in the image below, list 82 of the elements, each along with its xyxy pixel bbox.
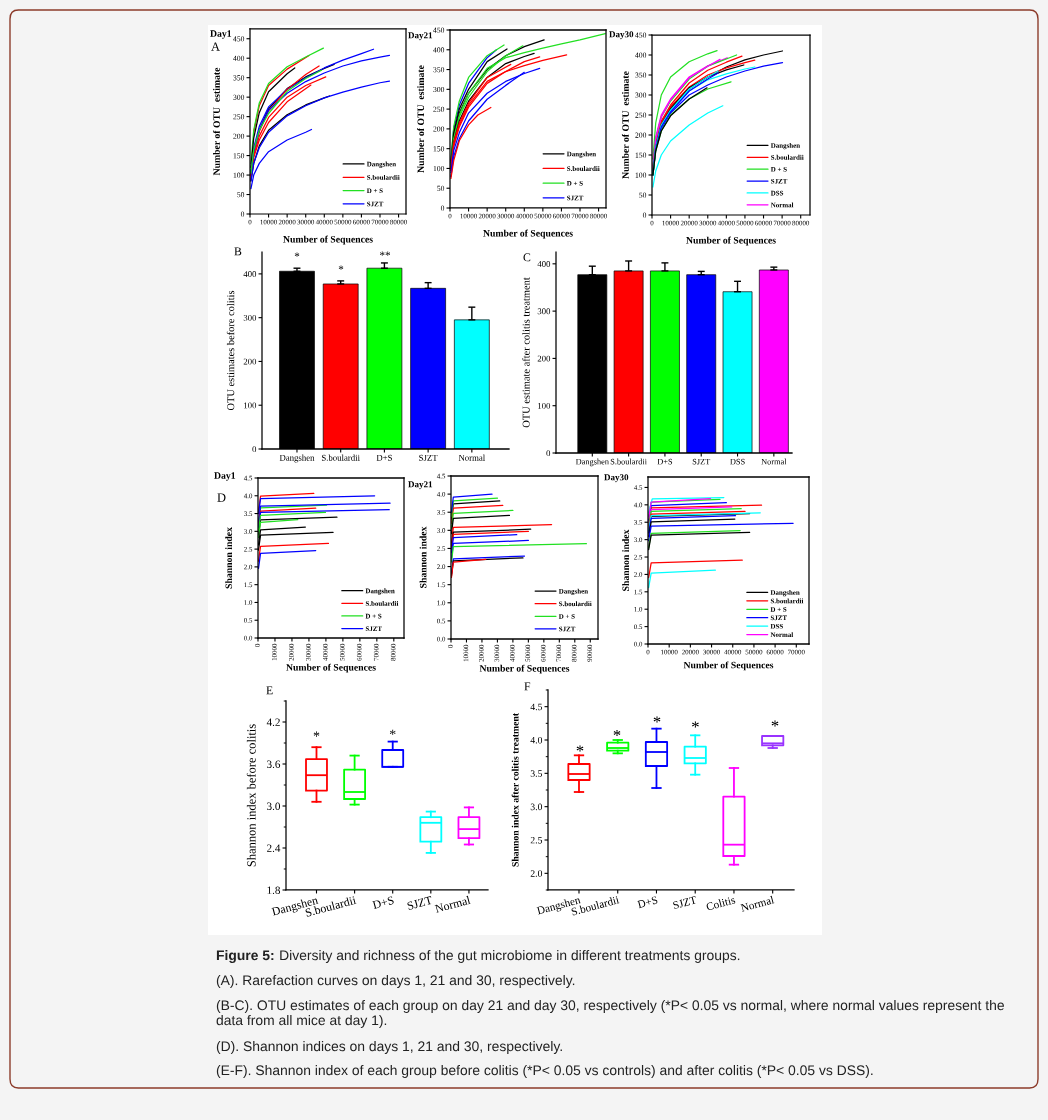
x-axis-title: Number of Sequences: [686, 236, 776, 246]
x-tick-label: D+S: [372, 896, 395, 910]
x-tick-label: S.boulardii: [321, 454, 360, 461]
y-tick-label: 2.4: [267, 844, 281, 853]
x-axis-title: Number of Sequences: [483, 229, 573, 239]
x-tick-label: D+S: [657, 458, 673, 465]
x-tick-label: Normal: [740, 895, 775, 912]
chart-title: Day30: [604, 474, 629, 483]
text: F: [524, 682, 531, 691]
x-axis-title: Number of Sequences: [283, 235, 373, 245]
x-tick-label: SJZT: [406, 895, 433, 910]
chart-title: Day1: [214, 472, 236, 481]
y-tick-label: 3.0: [530, 803, 543, 811]
text: Day21: [408, 481, 433, 490]
annotation: *: [613, 729, 621, 737]
x-axis-title: Number of Sequences: [286, 663, 376, 673]
y-tick-label: 2.0: [530, 870, 543, 877]
text: D: [217, 493, 226, 502]
text: (A). Rarefaction curves on days 1, 21 and 30, respectively.: [216, 975, 575, 988]
y-tick-label: 4.5: [530, 703, 543, 711]
annotation: *: [576, 745, 584, 752]
x-tick-label: SJZT: [672, 895, 698, 910]
y-tick-label: 3.0: [267, 802, 281, 811]
y-axis-title: Shannon index: [225, 527, 233, 589]
text: B: [234, 247, 242, 256]
text: Figure 5:: [216, 950, 274, 964]
y-axis-title: Shannon index: [419, 526, 427, 588]
text: Diversity and richness of the gut microbiome in different treatments groups.: [280, 950, 740, 963]
y-axis-title: Number of OTU estimate: [417, 65, 425, 173]
x-axis-title: Number of Sequences: [479, 664, 570, 674]
annotation: *: [692, 721, 699, 728]
y-tick-label: 300: [537, 308, 551, 315]
x-tick-label: Normal: [458, 454, 486, 461]
y-tick-label: 100: [538, 402, 551, 409]
y-axis-title: Number of OTU estimate: [212, 67, 220, 176]
annotation: *: [294, 252, 300, 257]
y-axis-title: Shannon index: [622, 529, 630, 591]
y-axis-title: OTU estimates before colitis: [226, 290, 235, 411]
chart-title: Day21: [408, 32, 433, 41]
annotation: *: [389, 729, 396, 735]
y-axis-title: Shannon index after colitis treatment: [511, 712, 519, 867]
text: (D). Shannon indices on days 1, 21 and 30, respectively.: [216, 1041, 562, 1054]
x-tick-label: Dangshen: [279, 454, 315, 463]
x-tick-label: S.boulardii: [610, 458, 647, 465]
text: E: [266, 686, 273, 695]
y-tick-label: 200: [537, 355, 551, 362]
x-tick-label: Dangshen: [575, 458, 609, 467]
y-tick-label: 200: [243, 358, 257, 365]
x-tick-label: DSS: [730, 458, 745, 465]
x-tick-label: Normal: [434, 895, 471, 913]
y-axis-title: Number of OTU estimate: [621, 71, 629, 179]
text: (B-C). OTU estimates of each group on day 21 and day 30, respectively (*P< 0.05 vs normal, where normal values represent the data from all mice at day 1).: [216, 1000, 1004, 1028]
text: C: [523, 253, 531, 262]
text: (E-F). Shannon index of each group before colitis (*P< 0.05 vs controls) and after colitis (*P< 0.05 vs DSS).: [216, 1065, 873, 1078]
annotation: *: [313, 731, 320, 737]
x-axis-title: Number of Sequences: [683, 661, 774, 671]
y-tick-label: 0: [252, 446, 257, 453]
x-tick-label: Colitis: [705, 895, 736, 911]
chart-title: Day30: [609, 31, 634, 40]
x-tick-label: SJZT: [692, 458, 711, 465]
y-tick-label: 300: [243, 314, 257, 321]
y-tick-label: 3.6: [267, 760, 281, 769]
annotation: *: [653, 716, 661, 723]
y-tick-label: 4.2: [266, 718, 280, 727]
y-axis-title: OTU estimate after colitis treatment: [522, 277, 530, 428]
y-tick-label: 1.8: [267, 886, 281, 895]
y-tick-label: 3.5: [530, 770, 543, 777]
chart-title: Day1: [210, 30, 232, 39]
y-tick-label: 400: [243, 271, 257, 278]
y-tick-label: 4.0: [530, 736, 543, 744]
x-tick-label: Normal: [761, 458, 787, 465]
x-tick-label: D+S: [637, 896, 658, 909]
text: A: [211, 42, 220, 51]
y-tick-label: 2.5: [530, 836, 543, 844]
x-tick-label: D+S: [376, 454, 392, 461]
annotation: *: [771, 720, 779, 727]
x-tick-label: SJZT: [419, 454, 438, 461]
annotation: *: [338, 265, 344, 270]
annotation: **: [379, 251, 391, 256]
y-axis-title: Shannon index before colitis: [246, 724, 256, 867]
y-tick-label: 400: [537, 261, 551, 267]
y-tick-label: 100: [244, 402, 257, 409]
